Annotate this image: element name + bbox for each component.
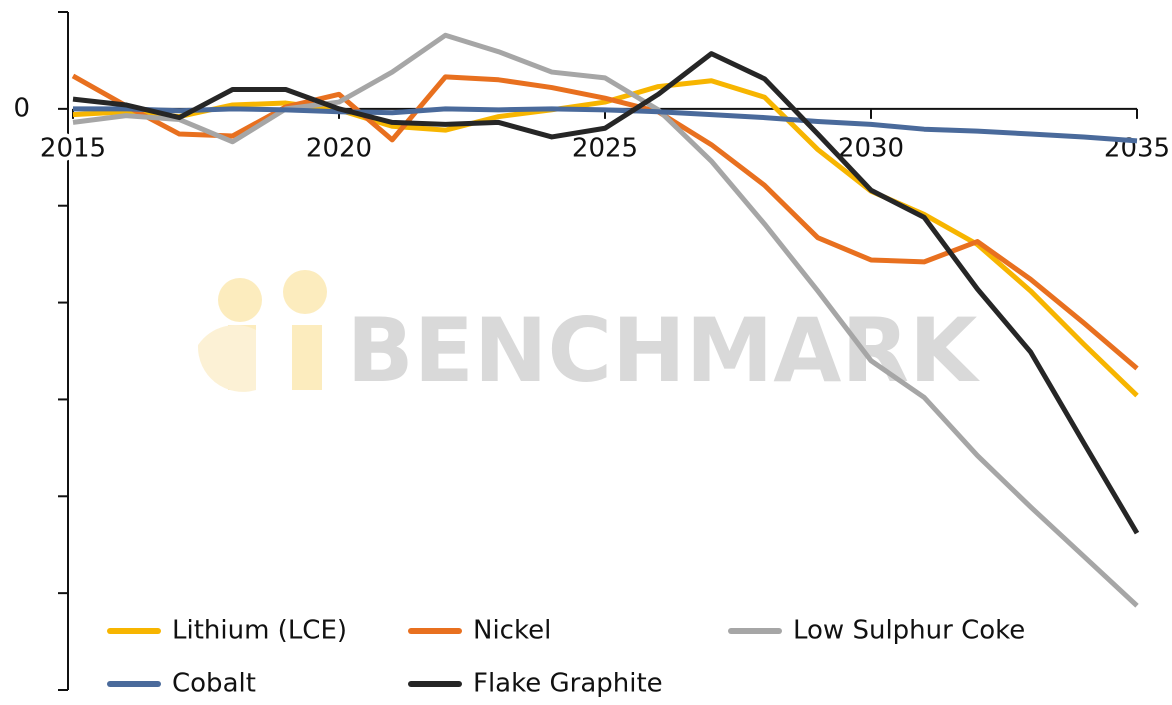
- watermark-logo: [197, 270, 327, 392]
- series-line: [72, 32, 1139, 608]
- legend-label: Lithium (LCE): [172, 616, 347, 646]
- series-line: [72, 78, 1139, 398]
- series-line: [72, 51, 1140, 535]
- legend-label: Cobalt: [172, 669, 256, 699]
- x-tick-label: 2030: [838, 133, 904, 163]
- legend-label: Nickel: [473, 616, 551, 646]
- watermark: BENCHMARK: [347, 299, 981, 402]
- x-tick-label: 2025: [572, 133, 638, 163]
- legend-label: Low Sulphur Coke: [793, 616, 1025, 646]
- y-tick-label: 0: [13, 93, 30, 123]
- legend-label: Flake Graphite: [473, 669, 663, 699]
- series-line: [71, 73, 1139, 371]
- series-line: [73, 106, 1138, 144]
- legend: Lithium (LCE) Nickel Low Sulphur Coke Cobal…: [107, 616, 1025, 699]
- x-tick-label: 2015: [40, 133, 106, 163]
- x-tick-label: 2020: [306, 133, 372, 163]
